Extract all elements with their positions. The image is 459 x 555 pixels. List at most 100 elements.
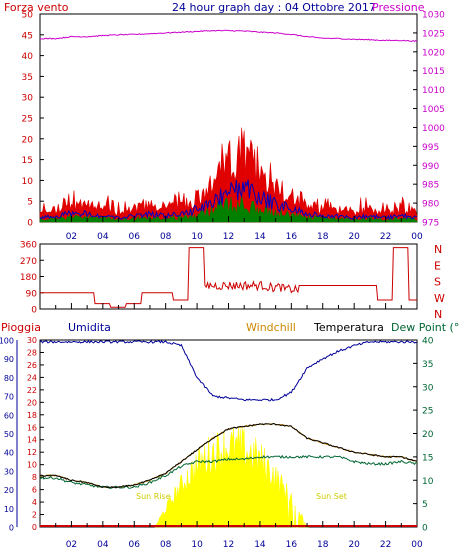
hour-label: 18: [317, 232, 329, 242]
hour-label: 02: [66, 540, 77, 550]
direction-y-tick-label: 360: [20, 241, 37, 251]
rain-y-tick-label: 4: [32, 498, 37, 507]
rain-label: Pioggia: [1, 321, 41, 334]
pressure-axis-label: Pressione: [372, 1, 425, 14]
humidity-y-tick-label: 70: [4, 393, 14, 402]
hour-label: 14: [254, 232, 266, 242]
direction-y-tick-label: 0: [31, 306, 37, 316]
rain-y-tick-label: 26: [27, 361, 37, 370]
humidity-y-tick-label: 60: [4, 411, 14, 420]
hour-label: 08: [160, 540, 172, 550]
temperature-label: Temperatura: [313, 321, 384, 334]
wind-y-tick-label: 40: [22, 52, 34, 62]
chart-title: 24 hour graph day : 04 Ottobre 2017: [172, 1, 376, 14]
humidity-y-tick-label: 100: [0, 337, 14, 346]
direction-y-tick-label: 180: [20, 273, 37, 283]
rain-y-tick-label: 30: [27, 336, 37, 345]
wind-axis-label: Forza vento: [4, 1, 69, 14]
hour-label: 14: [254, 540, 266, 550]
dewpoint-label: Dew Point (°C: [391, 321, 459, 334]
hour-label: 06: [129, 232, 141, 242]
temperature-y-tick-label: 10: [422, 477, 434, 487]
humidity-line: [39, 339, 418, 402]
hour-label: 10: [191, 232, 203, 242]
pressure-y-tick-label: 1020: [422, 48, 445, 58]
wind-y-tick-label: 15: [22, 156, 33, 166]
rain-y-tick-label: 22: [27, 386, 37, 395]
hour-label: 16: [286, 540, 298, 550]
rain-y-tick-label: 2: [32, 511, 37, 520]
humidity-y-tick-label: 30: [4, 467, 14, 476]
humidity-y-tick-label: 50: [4, 430, 14, 439]
hour-label: 08: [160, 232, 172, 242]
wind-y-tick-label: 30: [22, 94, 34, 104]
compass-label: N: [434, 308, 442, 321]
humidity-y-tick-label: 40: [4, 449, 14, 458]
temperature-y-tick-label: 25: [422, 407, 433, 417]
hour-label: 22: [380, 232, 391, 242]
compass-label: W: [434, 292, 445, 305]
wind-y-tick-label: 20: [22, 135, 34, 145]
humidity-y-tick-label: 80: [4, 374, 14, 383]
sun-rise-label: Sun Rise: [136, 492, 171, 501]
wind-y-tick-label: 50: [22, 11, 34, 21]
pressure-y-tick-label: 1005: [422, 105, 445, 115]
humidity-label: Umidita: [68, 321, 111, 334]
hour-label: 04: [97, 540, 109, 550]
compass-label: S: [434, 276, 441, 289]
rain-y-tick-label: 24: [27, 373, 37, 382]
temperature-y-tick-label: 40: [422, 337, 434, 347]
pressure-y-tick-label: 975: [422, 219, 439, 229]
humidity-y-tick-label: 20: [4, 486, 14, 495]
pressure-line: [39, 29, 418, 42]
hour-label: 02: [66, 232, 77, 242]
hour-label: 20: [348, 540, 360, 550]
sun-radiation-area: [154, 427, 309, 528]
wind-gust-area: [39, 127, 418, 223]
hour-label: 06: [129, 540, 141, 550]
temperature-line: [39, 423, 418, 489]
wind-axes: 0510152025303540455097598098599099510001…: [22, 11, 446, 229]
sun-set-label: Sun Set: [316, 492, 347, 501]
dewpoint-line: [39, 454, 417, 489]
direction-y-tick-label: 90: [26, 289, 38, 299]
temperature-y-tick-label: 20: [422, 430, 434, 440]
hour-label: 22: [380, 540, 391, 550]
temperature-axes: 0102030405060708090100024681012141618202…: [0, 336, 434, 534]
hour-label: 00: [411, 232, 423, 242]
temperature-y-tick-label: 35: [422, 360, 433, 370]
pressure-y-tick-label: 1015: [422, 67, 445, 77]
temperature-y-tick-label: 5: [422, 500, 428, 510]
pressure-y-tick-label: 990: [422, 162, 439, 172]
humidity-y-tick-label: 90: [4, 355, 14, 364]
compass-label: E: [434, 259, 441, 272]
rain-y-tick-label: 20: [27, 398, 37, 407]
hour-label: 16: [286, 232, 298, 242]
pressure-y-tick-label: 1000: [422, 124, 445, 134]
temperature-y-tick-label: 15: [422, 453, 433, 463]
rain-y-tick-label: 12: [27, 448, 37, 457]
humidity-y-tick-label: 10: [4, 505, 14, 514]
rain-y-tick-label: 18: [27, 411, 37, 420]
hour-label: 20: [348, 232, 360, 242]
temperature-y-tick-label: 30: [422, 383, 434, 393]
hour-label: 10: [191, 540, 203, 550]
wind-y-tick-label: 35: [22, 73, 33, 83]
hour-label: 12: [223, 232, 234, 242]
rain-y-tick-label: 28: [27, 348, 37, 357]
rain-y-tick-label: 10: [27, 461, 37, 470]
hour-label: 00: [411, 540, 423, 550]
windchill-label: Windchill: [246, 321, 296, 334]
wind-y-tick-label: 45: [22, 31, 33, 41]
pressure-y-tick-label: 1010: [422, 86, 445, 96]
pressure-y-tick-label: 995: [422, 143, 439, 153]
wind-y-tick-label: 25: [22, 115, 33, 125]
hour-labels: 02 02 04 04 06 06 08 08 10 10 12 12 14 14 16 16 18 18 20 20…: [55, 216, 423, 550]
wind-y-tick-label: 10: [22, 177, 34, 187]
wind-y-tick-label: 0: [27, 219, 33, 229]
pressure-y-tick-label: 1030: [422, 11, 445, 21]
rain-y-tick-label: 8: [32, 473, 37, 482]
temperature-y-tick-label: 0: [422, 524, 428, 534]
rain-y-tick-label: 0: [32, 523, 37, 532]
